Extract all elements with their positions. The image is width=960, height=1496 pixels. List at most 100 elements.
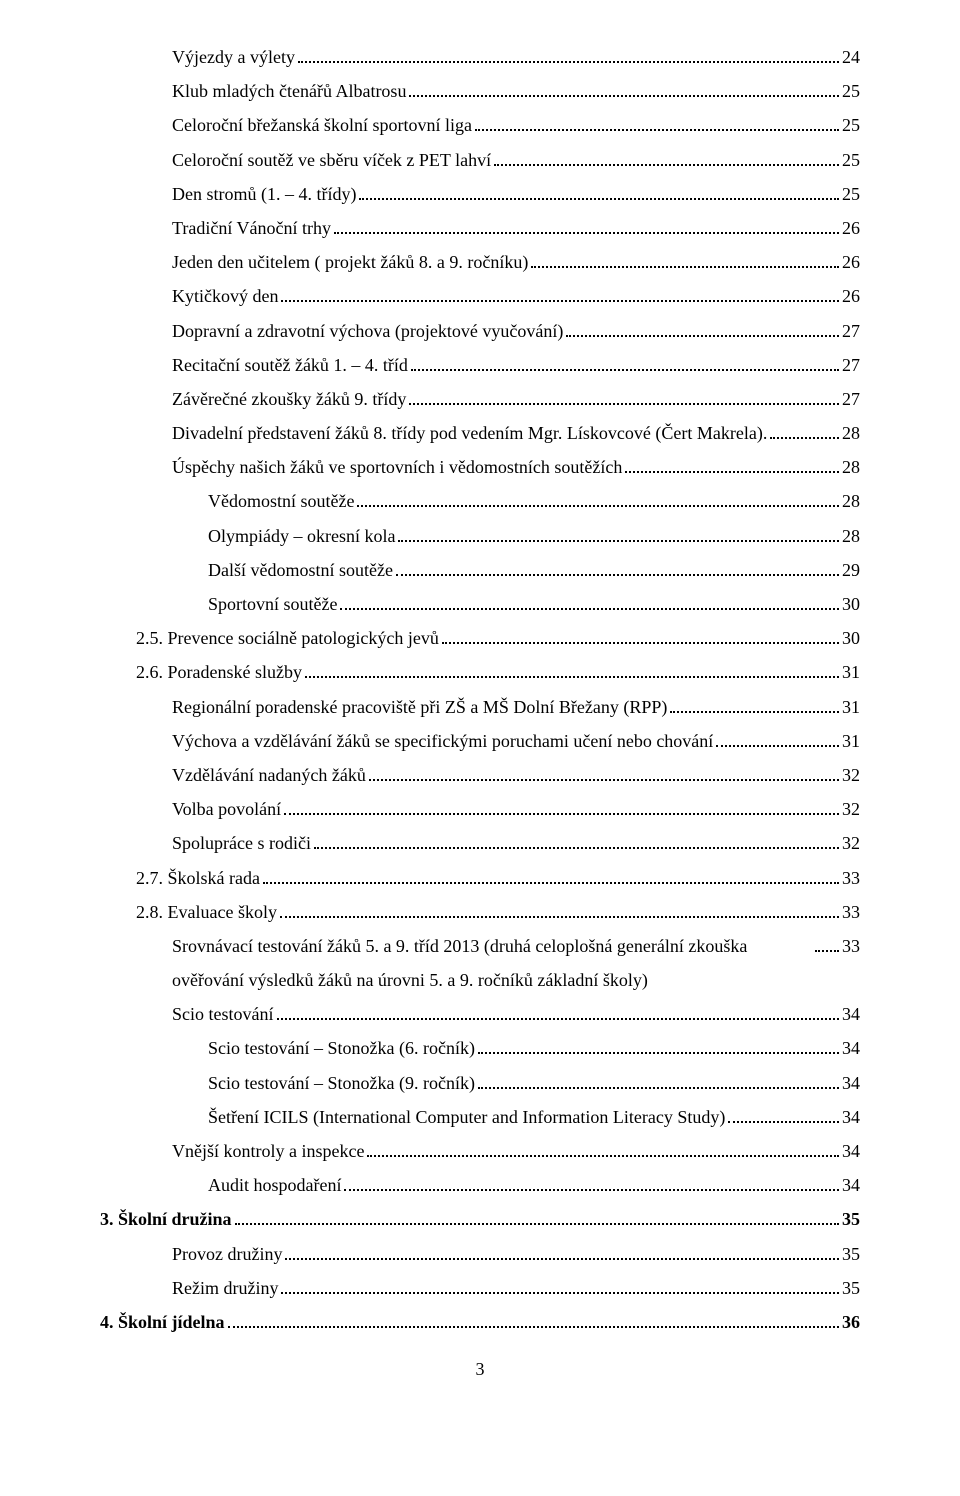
toc-entry: Režim družiny 35	[100, 1271, 860, 1305]
toc-entry: 2.8. Evaluace školy 33	[100, 895, 860, 929]
toc-leader-dots	[285, 1247, 839, 1260]
toc-page-number: 28	[842, 519, 860, 553]
toc-entry: Celoroční soutěž ve sběru víček z PET la…	[100, 143, 860, 177]
toc-entry: Jeden den učitelem ( projekt žáků 8. a 9…	[100, 245, 860, 279]
toc-leader-dots	[716, 734, 839, 747]
toc-entry: Výjezdy a výlety24	[100, 40, 860, 74]
toc-label: Úspěchy našich žáků ve sportovních i věd…	[172, 450, 622, 484]
toc-page-number: 33	[842, 895, 860, 929]
toc-label: Regionální poradenské pracoviště při ZŠ …	[172, 690, 667, 724]
toc-label: Vzdělávání nadaných žáků	[172, 758, 366, 792]
toc-entry: Vnější kontroly a inspekce34	[100, 1134, 860, 1168]
toc-entry: Šetření ICILS (International Computer an…	[100, 1100, 860, 1134]
toc-page-number: 28	[842, 416, 860, 450]
toc-leader-dots	[281, 1281, 839, 1294]
toc-page-number: 34	[842, 1031, 860, 1065]
toc-page-number: 26	[842, 279, 860, 313]
toc-leader-dots	[284, 802, 839, 815]
toc-entry: Provoz družiny35	[100, 1237, 860, 1271]
toc-page-number: 35	[842, 1271, 860, 1305]
toc-entry: Kytičkový den 26	[100, 279, 860, 313]
toc-page-number: 28	[842, 450, 860, 484]
toc-label: Tradiční Vánoční trhy	[172, 211, 331, 245]
toc-leader-dots	[298, 50, 839, 63]
toc-entry: Klub mladých čtenářů Albatrosu 25	[100, 74, 860, 108]
toc-entry: Den stromů (1. – 4. třídy)25	[100, 177, 860, 211]
toc-leader-dots	[369, 768, 839, 781]
toc-leader-dots	[409, 84, 839, 97]
toc-page-number: 26	[842, 245, 860, 279]
toc-entry: Závěrečné zkoušky žáků 9. třídy27	[100, 382, 860, 416]
toc-page: Výjezdy a výlety24Klub mladých čtenářů A…	[0, 0, 960, 1496]
toc-leader-dots	[357, 495, 839, 508]
toc-page-number: 32	[842, 792, 860, 826]
toc-label: 2.5. Prevence sociálně patologických jev…	[136, 621, 439, 655]
toc-page-number: 32	[842, 826, 860, 860]
toc-leader-dots	[670, 700, 839, 713]
toc-leader-dots	[396, 563, 839, 576]
toc-leader-dots	[478, 1042, 839, 1055]
toc-leader-dots	[566, 324, 839, 337]
toc-entry: Divadelní představení žáků 8. třídy pod …	[100, 416, 860, 450]
toc-label: Vnější kontroly a inspekce	[172, 1134, 364, 1168]
toc-leader-dots	[409, 392, 839, 405]
toc-entry: Scio testování – Stonožka (6. ročník) 34	[100, 1031, 860, 1065]
toc-entry: Tradiční Vánoční trhy26	[100, 211, 860, 245]
toc-label: Další vědomostní soutěže	[208, 553, 393, 587]
toc-label: Provoz družiny	[172, 1237, 282, 1271]
toc-page-number: 33	[842, 929, 860, 963]
toc-leader-dots	[340, 597, 839, 610]
toc-label: Sportovní soutěže	[208, 587, 337, 621]
toc-leader-dots	[815, 939, 839, 952]
toc-leader-dots	[770, 426, 839, 439]
toc-label: 2.6. Poradenské služby	[136, 655, 302, 689]
toc-page-number: 34	[842, 1066, 860, 1100]
toc-leader-dots	[442, 631, 839, 644]
toc-label: Olympiády – okresní kola	[208, 519, 395, 553]
toc-label: Celoroční soutěž ve sběru víček z PET la…	[172, 143, 491, 177]
toc-page-number: 36	[842, 1305, 860, 1339]
toc-entry: 2.7. Školská rada33	[100, 861, 860, 895]
toc-page-number: 25	[842, 177, 860, 211]
toc-entry: Dopravní a zdravotní výchova (projektové…	[100, 314, 860, 348]
toc-page-number: 24	[842, 40, 860, 74]
toc-leader-dots	[475, 119, 839, 132]
toc-page-number: 34	[842, 1100, 860, 1134]
toc-leader-dots	[411, 358, 839, 371]
toc-page-number: 29	[842, 553, 860, 587]
toc-leader-dots	[314, 837, 839, 850]
toc-label: 2.8. Evaluace školy	[136, 895, 277, 929]
toc-page-number: 31	[842, 655, 860, 689]
toc-leader-dots	[281, 290, 839, 303]
toc-entry: 2.6. Poradenské služby 31	[100, 655, 860, 689]
toc-label: Audit hospodaření	[208, 1168, 341, 1202]
toc-label: Scio testování – Stonožka (6. ročník)	[208, 1031, 475, 1065]
toc-entry: Vzdělávání nadaných žáků32	[100, 758, 860, 792]
toc-label: Klub mladých čtenářů Albatrosu	[172, 74, 406, 108]
toc-leader-dots	[235, 1213, 839, 1226]
toc-page-number: 33	[842, 861, 860, 895]
toc-entry: 4. Školní jídelna36	[100, 1305, 860, 1339]
toc-label: Režim družiny	[172, 1271, 278, 1305]
toc-label: Kytičkový den	[172, 279, 278, 313]
page-number: 3	[100, 1359, 860, 1380]
toc-leader-dots	[398, 529, 839, 542]
toc-label: Celoroční břežanská školní sportovní lig…	[172, 108, 472, 142]
toc-entry: Spolupráce s rodiči32	[100, 826, 860, 860]
toc-page-number: 30	[842, 621, 860, 655]
toc-entry: Olympiády – okresní kola 28	[100, 519, 860, 553]
toc-entry: 2.5. Prevence sociálně patologických jev…	[100, 621, 860, 655]
toc-page-number: 25	[842, 108, 860, 142]
toc-leader-dots	[531, 255, 839, 268]
toc-page-number: 34	[842, 1168, 860, 1202]
toc-page-number: 27	[842, 314, 860, 348]
toc-leader-dots	[478, 1076, 839, 1089]
toc-label: Volba povolání	[172, 792, 281, 826]
toc-page-number: 31	[842, 690, 860, 724]
toc-entry: Další vědomostní soutěže 29	[100, 553, 860, 587]
toc-label: Výchova a vzdělávání žáků se specifickým…	[172, 724, 713, 758]
toc-entry: Volba povolání 32	[100, 792, 860, 826]
toc-page-number: 25	[842, 74, 860, 108]
toc-entry: 3. Školní družina35	[100, 1202, 860, 1236]
toc-leader-dots	[305, 666, 839, 679]
